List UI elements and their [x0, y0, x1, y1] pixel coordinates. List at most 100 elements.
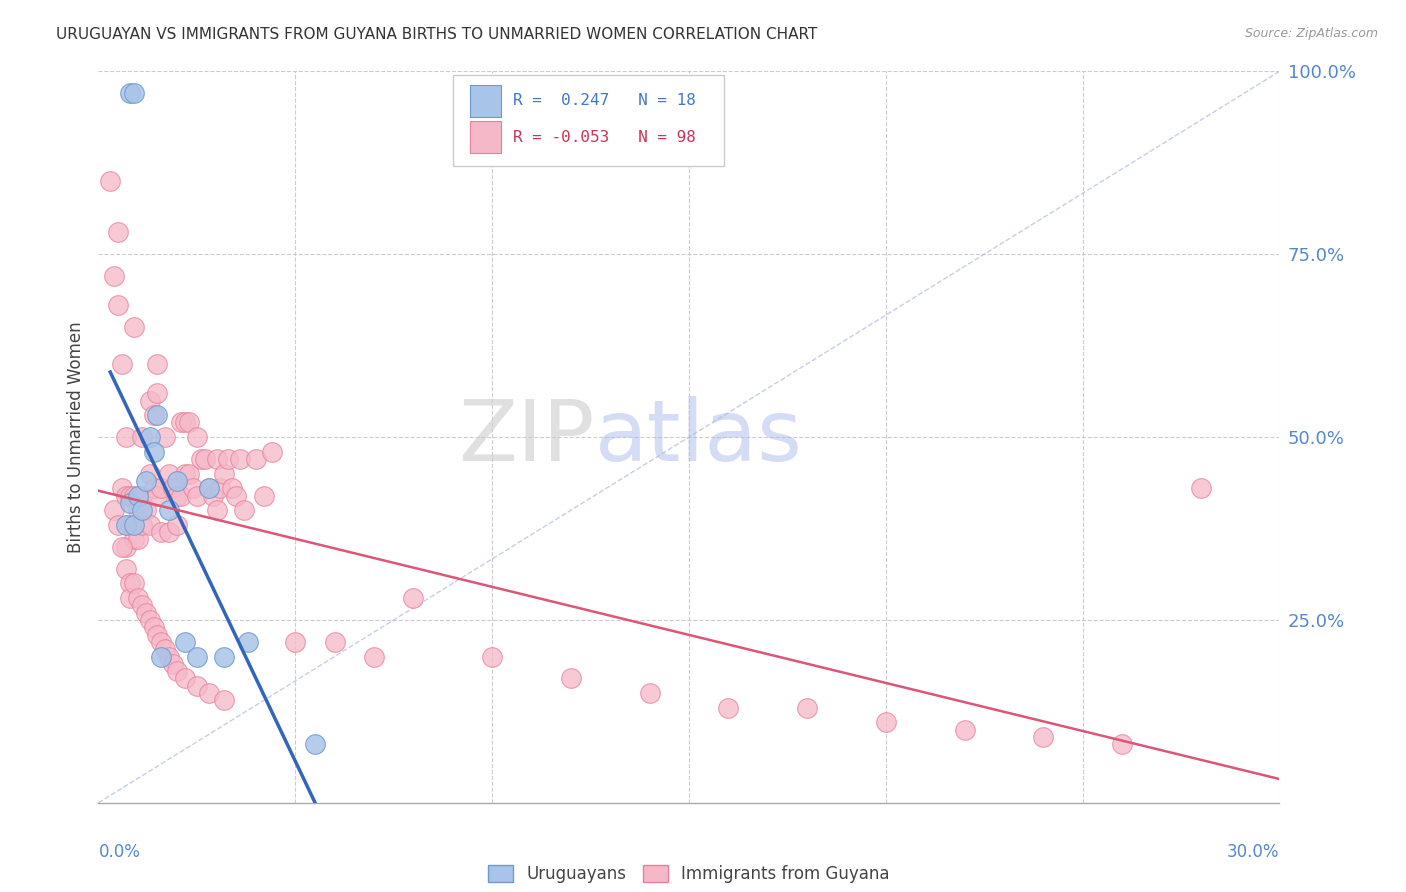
Point [138, 467, 160, 481]
Point [115, 517, 138, 532]
Text: R = -0.053   N = 98: R = -0.053 N = 98 [513, 129, 696, 145]
Point [323, 635, 346, 649]
Text: Source: ZipAtlas.com: Source: ZipAtlas.com [1244, 27, 1378, 40]
Point [174, 635, 197, 649]
Point [174, 467, 197, 481]
Point [170, 489, 193, 503]
Point [103, 269, 125, 284]
Point [233, 503, 256, 517]
Point [131, 489, 153, 503]
Text: atlas: atlas [595, 395, 803, 479]
Y-axis label: Births to Unmarried Women: Births to Unmarried Women [66, 321, 84, 553]
Point [111, 357, 134, 371]
Point [190, 452, 212, 467]
Point [155, 642, 177, 657]
Point [111, 540, 134, 554]
Point [131, 599, 153, 613]
Point [197, 481, 219, 495]
Point [107, 225, 129, 239]
Point [146, 489, 169, 503]
Point [135, 503, 157, 517]
Point [875, 715, 897, 730]
Point [127, 503, 149, 517]
Point [138, 430, 160, 444]
Point [122, 517, 145, 532]
Point [131, 430, 153, 444]
Point [953, 723, 976, 737]
Point [217, 452, 239, 467]
Point [638, 686, 661, 700]
Point [118, 87, 141, 101]
Point [560, 672, 582, 686]
Point [107, 517, 129, 532]
Point [1189, 481, 1212, 495]
Point [214, 693, 236, 707]
Point [304, 737, 326, 751]
Point [1111, 737, 1133, 751]
Point [131, 503, 153, 517]
Point [166, 489, 188, 503]
Point [146, 408, 169, 422]
Point [118, 576, 141, 591]
Point [1032, 730, 1054, 744]
Point [155, 430, 177, 444]
FancyBboxPatch shape [453, 75, 724, 167]
Point [284, 635, 307, 649]
Point [150, 635, 173, 649]
Point [103, 503, 125, 517]
Point [166, 474, 188, 488]
Point [122, 489, 145, 503]
Point [115, 562, 138, 576]
Point [253, 489, 276, 503]
Point [214, 649, 236, 664]
Point [118, 496, 141, 510]
Point [135, 474, 157, 488]
Point [122, 320, 145, 334]
Point [363, 649, 385, 664]
Point [197, 686, 219, 700]
FancyBboxPatch shape [471, 121, 501, 153]
Point [150, 525, 173, 540]
Legend: Uruguayans, Immigrants from Guyana: Uruguayans, Immigrants from Guyana [481, 858, 897, 889]
Point [796, 700, 818, 714]
FancyBboxPatch shape [471, 85, 501, 117]
Point [177, 467, 200, 481]
Point [214, 467, 236, 481]
Point [157, 649, 180, 664]
Point [186, 430, 208, 444]
Point [166, 664, 188, 678]
Point [194, 452, 217, 467]
Point [146, 627, 169, 641]
Point [146, 357, 169, 371]
Point [127, 489, 149, 503]
Point [186, 679, 208, 693]
Point [138, 393, 160, 408]
Point [118, 591, 141, 605]
Point [150, 649, 173, 664]
Point [236, 635, 259, 649]
Point [150, 481, 173, 495]
Point [115, 540, 138, 554]
Point [157, 503, 180, 517]
Point [174, 672, 197, 686]
Point [181, 481, 204, 495]
Point [138, 613, 160, 627]
Point [166, 517, 188, 532]
Point [115, 430, 138, 444]
Point [186, 489, 208, 503]
Point [142, 620, 165, 634]
Text: R =  0.247   N = 18: R = 0.247 N = 18 [513, 93, 696, 108]
Point [142, 444, 165, 458]
Point [717, 700, 740, 714]
Point [221, 481, 243, 495]
Point [142, 408, 165, 422]
Point [201, 489, 224, 503]
Point [127, 591, 149, 605]
Point [481, 649, 503, 664]
Point [186, 649, 208, 664]
Point [98, 174, 121, 188]
Point [157, 525, 180, 540]
Point [174, 416, 197, 430]
Point [260, 444, 283, 458]
Point [205, 452, 228, 467]
